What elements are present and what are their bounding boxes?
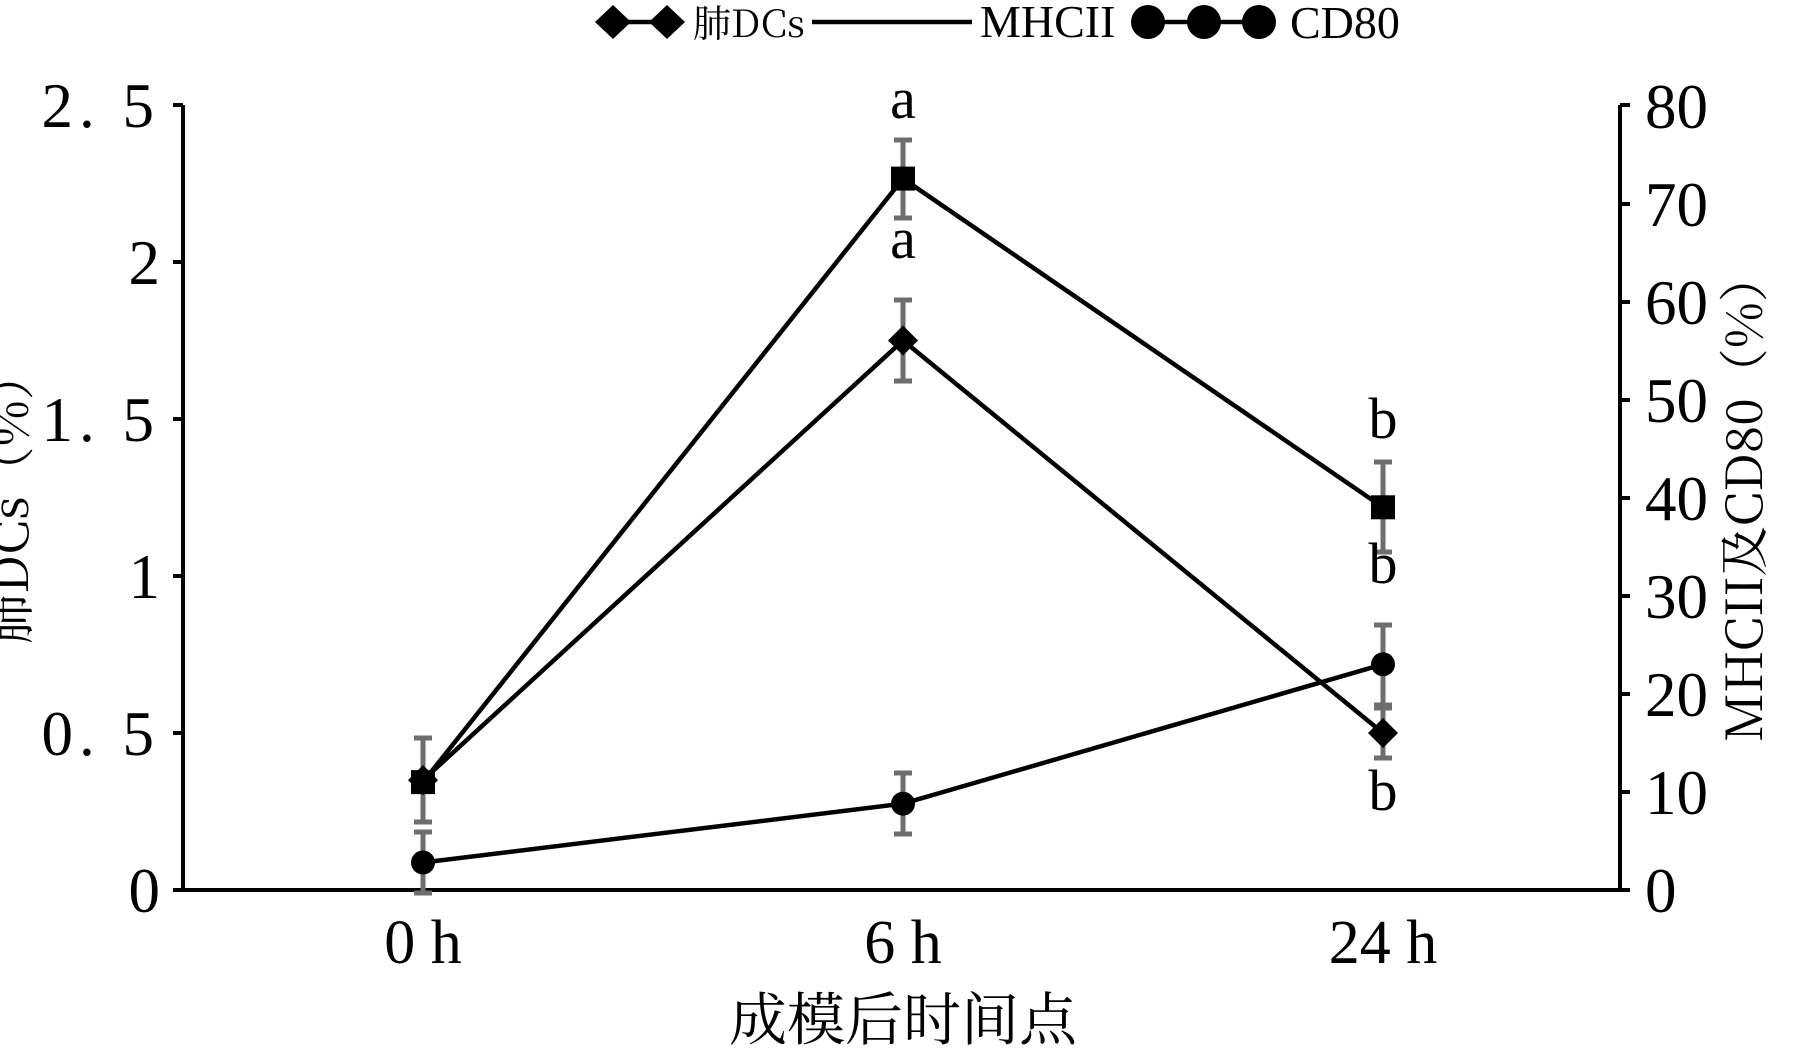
svg-text:70: 70 (1645, 170, 1708, 240)
svg-text:80: 80 (1645, 72, 1708, 142)
svg-text:a: a (890, 66, 916, 131)
svg-text:0. 5: 0. 5 (42, 699, 161, 769)
svg-text:0: 0 (1645, 856, 1677, 926)
svg-text:0: 0 (129, 856, 161, 926)
svg-text:2: 2 (129, 228, 161, 298)
svg-text:50: 50 (1645, 366, 1708, 436)
svg-text:b: b (1369, 531, 1398, 596)
svg-text:0 h: 0 h (384, 909, 462, 977)
svg-text:MHCII及CD80（%）: MHCII及CD80（%） (1705, 252, 1777, 742)
svg-text:1: 1 (129, 542, 161, 612)
svg-text:1. 5: 1. 5 (42, 385, 161, 455)
svg-text:60: 60 (1645, 268, 1708, 338)
svg-text:10: 10 (1645, 758, 1708, 828)
svg-text:6 h: 6 h (864, 909, 942, 977)
svg-text:肺DCs: 肺DCs (693, 0, 805, 48)
svg-text:40: 40 (1645, 464, 1708, 534)
svg-text:CD80: CD80 (1290, 0, 1400, 48)
svg-text:2. 5: 2. 5 (42, 71, 161, 141)
svg-text:肺DCs（%）: 肺DCs（%） (0, 350, 43, 643)
svg-text:30: 30 (1645, 562, 1708, 632)
svg-text:成模后时间点: 成模后时间点 (729, 973, 1077, 1057)
svg-text:MHCII: MHCII (980, 0, 1115, 47)
svg-text:b: b (1369, 758, 1398, 823)
svg-text:b: b (1369, 386, 1398, 451)
svg-text:24 h: 24 h (1329, 909, 1438, 977)
svg-text:a: a (890, 206, 916, 271)
svg-text:20: 20 (1645, 660, 1708, 730)
